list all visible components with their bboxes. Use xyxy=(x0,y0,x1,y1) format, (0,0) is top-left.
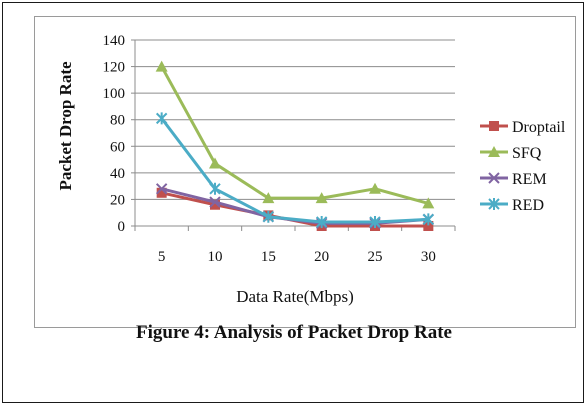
x-tick-label: 10 xyxy=(208,249,223,265)
legend-marker-sfq xyxy=(488,146,500,157)
data-point-sfq xyxy=(155,60,168,72)
legend-marker-red xyxy=(488,198,500,210)
data-point-red xyxy=(262,210,275,223)
data-point-sfq xyxy=(262,192,275,204)
data-point-sfq xyxy=(315,192,328,204)
y-axis-label: Packet Drop Rate xyxy=(56,61,75,190)
data-point-droptail xyxy=(210,199,220,210)
data-point-red xyxy=(422,213,435,226)
x-tick-label: 15 xyxy=(261,249,276,265)
legend-marker-rem xyxy=(488,172,500,184)
chart-area-border xyxy=(34,16,576,328)
legend-label-sfq: SFQ xyxy=(512,145,542,162)
data-point-rem xyxy=(209,196,221,208)
legend-label-droptail: Droptail xyxy=(512,119,566,136)
legend-label-red: RED xyxy=(512,197,544,214)
x-tick-label: 25 xyxy=(368,249,383,265)
data-point-red xyxy=(155,112,168,125)
data-point-sfq xyxy=(422,197,435,209)
series-lines xyxy=(155,60,435,231)
data-point-red xyxy=(369,216,381,229)
y-tick-label: 40 xyxy=(110,166,125,182)
series-line-sfq xyxy=(160,65,429,205)
data-point-sfq xyxy=(209,157,221,169)
y-tick-label: 120 xyxy=(103,60,126,76)
data-point-red xyxy=(315,216,328,229)
y-tick-label: 0 xyxy=(118,219,126,235)
y-tick-label: 100 xyxy=(103,86,126,102)
legend-marker-droptail xyxy=(489,121,499,131)
legend-label-rem: REM xyxy=(512,171,547,188)
data-point-sfq xyxy=(369,182,381,194)
x-tick-label: 5 xyxy=(158,249,166,265)
gridlines xyxy=(135,39,455,200)
y-tick-label: 140 xyxy=(103,33,126,49)
y-tick-label: 80 xyxy=(110,113,125,129)
data-point-rem xyxy=(155,183,168,195)
data-point-droptail xyxy=(156,187,167,198)
legend: Droptail SFQ REM RED xyxy=(480,119,566,214)
y-tick-label: 20 xyxy=(110,192,125,208)
series-line-red xyxy=(160,117,429,224)
x-tick-label: 20 xyxy=(314,249,329,265)
figure-caption: Figure 4: Analysis of Packet Drop Rate xyxy=(136,322,452,343)
axes: 0 20 40 60 80 100 120 140 5 10 15 20 25 30 xyxy=(103,33,456,265)
x-axis-label: Data Rate(Mbps) xyxy=(236,287,354,306)
y-tick-label: 60 xyxy=(110,139,125,155)
data-point-red xyxy=(209,182,221,195)
x-tick-label: 30 xyxy=(421,249,436,265)
data-point-droptail xyxy=(423,221,434,231)
